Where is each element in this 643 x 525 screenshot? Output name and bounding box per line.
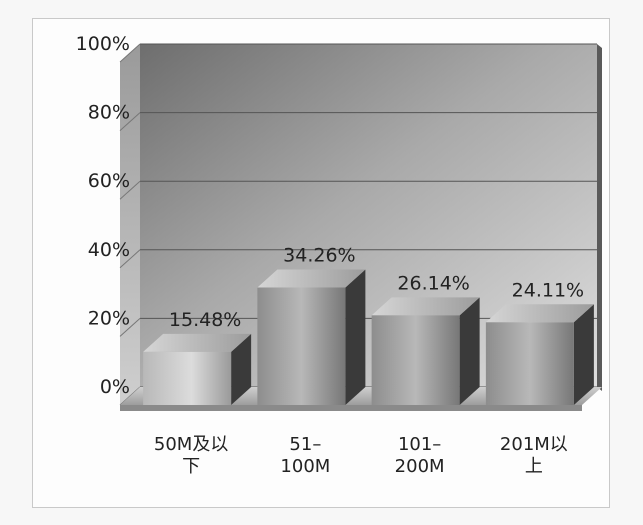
y-tick-label: 100% bbox=[76, 33, 130, 55]
gridline-side bbox=[119, 112, 141, 131]
x-tick-label: 上 bbox=[524, 456, 543, 477]
y-tick-label: 0% bbox=[100, 376, 130, 398]
plot-side-wall bbox=[120, 44, 140, 405]
bar-side bbox=[459, 297, 480, 405]
bar-side bbox=[231, 333, 252, 405]
y-tick-label: 20% bbox=[88, 307, 130, 329]
x-tick-label: 100M bbox=[280, 456, 331, 477]
data-label: 24.11% bbox=[512, 279, 584, 301]
bar-top bbox=[257, 269, 366, 288]
data-label: 26.14% bbox=[397, 272, 469, 294]
gridline-side bbox=[119, 180, 141, 200]
x-tick-label: 50M及以 bbox=[153, 434, 229, 455]
bar bbox=[485, 304, 594, 405]
x-tick-label: 下 bbox=[182, 456, 201, 477]
bar bbox=[257, 269, 366, 405]
bar-top bbox=[485, 304, 594, 323]
y-tick-label: 80% bbox=[88, 102, 130, 124]
gridline-side bbox=[119, 318, 141, 337]
data-label: 15.48% bbox=[169, 309, 241, 331]
plot-wall-edge bbox=[597, 44, 602, 391]
y-tick-label: 40% bbox=[88, 239, 130, 261]
bar-front bbox=[485, 322, 574, 405]
bar bbox=[371, 297, 480, 405]
plot-floor-edge bbox=[120, 405, 582, 411]
bar-front bbox=[257, 287, 346, 405]
bar-side bbox=[573, 304, 594, 405]
bar-front bbox=[143, 351, 232, 405]
bar-top bbox=[371, 297, 480, 316]
x-tick-label: 101– bbox=[397, 434, 442, 455]
bar-side bbox=[345, 269, 366, 405]
bar-top bbox=[143, 333, 252, 352]
x-tick-label: 201M以 bbox=[499, 434, 568, 455]
x-tick-label: 200M bbox=[394, 456, 445, 477]
x-tick-label: 51– bbox=[289, 434, 322, 455]
bar bbox=[143, 333, 252, 405]
data-label: 34.26% bbox=[283, 244, 355, 266]
gridline-side bbox=[119, 43, 141, 63]
bar-front bbox=[371, 315, 460, 405]
gridline-side bbox=[119, 249, 141, 269]
y-tick-label: 60% bbox=[88, 170, 130, 192]
